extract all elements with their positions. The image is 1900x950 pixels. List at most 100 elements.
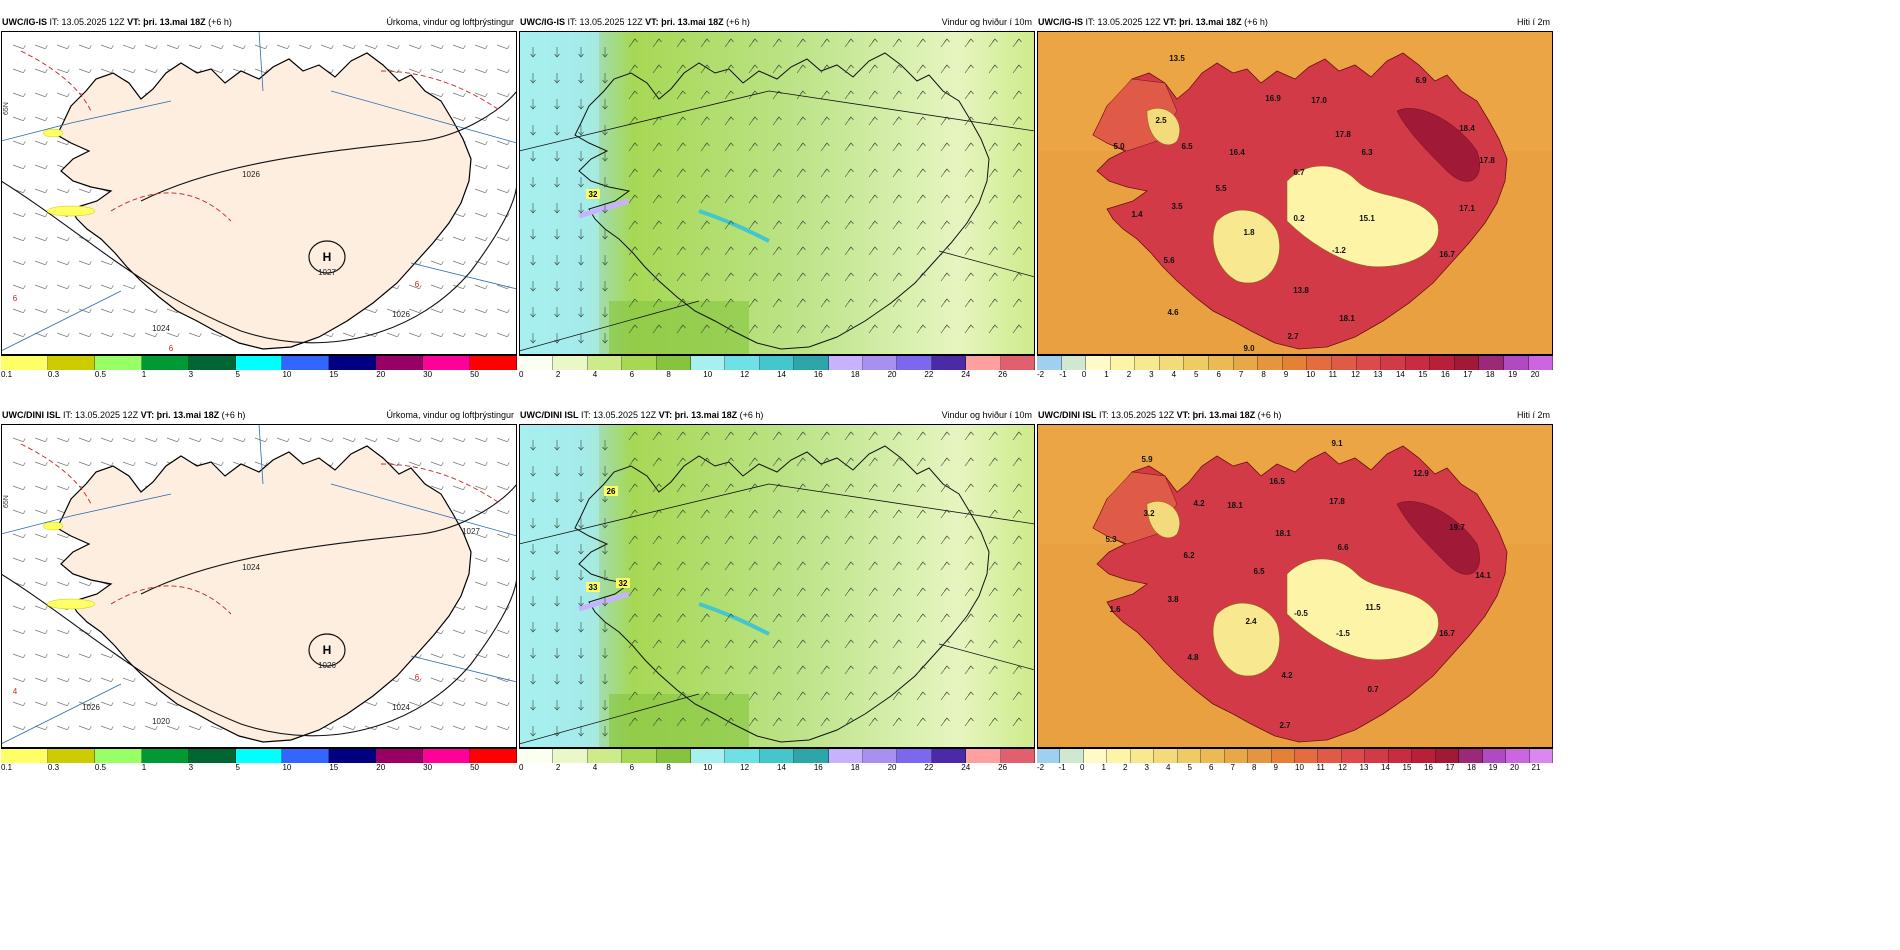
- temperature-label: 3.8: [1167, 595, 1179, 604]
- legend-swatch: [47, 749, 95, 763]
- panel-header: UWC/DINI ISL IT: 13.05.2025 12Z VT: þri.…: [1037, 408, 1553, 422]
- temperature-label: -0.5: [1294, 609, 1308, 618]
- valid-label: VT:: [140, 410, 155, 420]
- temperature-label: 13.5: [1169, 54, 1185, 63]
- legend-tick-label: 30: [423, 370, 433, 379]
- legend-tick-label: 8: [1252, 763, 1257, 772]
- legend-swatch: [1233, 356, 1259, 370]
- map-area[interactable]: 9.1 5.9 16.5 12.9 17.8 3.2 4.2 18.1 5.3 18.1 19.7 6…: [1037, 424, 1553, 748]
- temperature-label: 17.8: [1335, 130, 1351, 139]
- isobars: [1, 50, 517, 344]
- temperature-label: 0.7: [1367, 685, 1379, 694]
- legend-swatch: [828, 749, 864, 763]
- temperature-label: 16.9: [1265, 94, 1281, 103]
- wind-strong-sea-area: [519, 424, 599, 748]
- precip-contour-label: 6: [13, 294, 18, 303]
- legend-colorbar: [1037, 355, 1554, 370]
- legend-tick-label: 6: [629, 370, 635, 379]
- temperature-label: 13.8: [1293, 286, 1309, 295]
- legend-tick-label: 24: [961, 763, 971, 772]
- legend-swatch: [188, 356, 236, 370]
- legend-tick-label: 20: [887, 370, 897, 379]
- legend-tick-label: 19: [1508, 370, 1518, 379]
- legend-tick-label: -2: [1037, 370, 1045, 379]
- legend-swatch: [1061, 356, 1087, 370]
- legend-tick-label: 7: [1238, 370, 1244, 379]
- temperature-label: 2.5: [1155, 116, 1167, 125]
- gust-streak: [698, 602, 770, 636]
- panel-header: UWC/IG-IS IT: 13.05.2025 12Z VT: þri. 13…: [1037, 15, 1553, 29]
- temperature-label: 4.6: [1167, 308, 1179, 317]
- temperature-label: -1.2: [1332, 246, 1346, 255]
- temperature-zone-cold: [1212, 209, 1280, 284]
- legend-colorbar: [519, 748, 1036, 763]
- map-area[interactable]: 13.5 2.5 5.0 6.5 16.4 16.9 17.0 17.8 6.3 6.9 18.4 1…: [1037, 31, 1553, 355]
- temperature-label: 1.6: [1109, 605, 1121, 614]
- legend-swatch: [1365, 749, 1389, 763]
- temperature-label: 9.0: [1243, 344, 1255, 353]
- legend-swatch: [1177, 749, 1202, 763]
- legend-tick-label: 0: [519, 370, 524, 379]
- temperature-zone-glacier: [1286, 558, 1439, 661]
- map-area[interactable]: H 1020 1024 1024 1026 1026 1027 4 6: [1, 424, 517, 748]
- graticule: [519, 483, 1035, 545]
- temperature-label: 16.7: [1439, 629, 1455, 638]
- legend-tick-label: 17: [1463, 370, 1473, 379]
- legend-swatch: [1000, 749, 1036, 763]
- gust-label: 32: [589, 190, 598, 199]
- legend-tick-label: 4: [1171, 370, 1177, 379]
- panel-title: Hiti í 2m: [1516, 17, 1550, 27]
- gust-label-bg: [586, 189, 600, 199]
- legend-swatch: [1258, 356, 1283, 370]
- issue-time: IT: 13.05.2025 12Z: [567, 17, 643, 27]
- map-area[interactable]: H 1024 1026 1026 1027 6 6 6: [1, 31, 517, 355]
- map-area[interactable]: 32: [519, 31, 1035, 355]
- legend-swatch: [1083, 749, 1108, 763]
- temperature-label: 1.8: [1243, 228, 1255, 237]
- legend-swatch: [897, 356, 932, 370]
- legend-tick-label: 30: [423, 763, 433, 772]
- legend-tick-label: 5: [1187, 763, 1192, 772]
- legend-tick-label: 50: [470, 763, 479, 772]
- lead-time: (+6 h): [726, 17, 750, 27]
- temperature-label: 16.4: [1229, 148, 1245, 157]
- legend-tick-label: 16: [1424, 763, 1433, 772]
- legend-tick-label: 0.1: [1, 370, 13, 379]
- latitude-label: 65N: [3, 102, 10, 115]
- iceland-land: [56, 52, 472, 350]
- legend-swatch: [1506, 749, 1530, 763]
- temperature-zone-cold: [1146, 501, 1180, 538]
- panel-title: Hiti í 2m: [1516, 410, 1550, 420]
- temperature-label: 2.7: [1279, 721, 1291, 730]
- legend-swatch: [1318, 749, 1342, 763]
- legend-swatch: [1331, 356, 1357, 370]
- legend-swatch: [94, 356, 142, 370]
- legend-tick-label: 16: [1440, 370, 1450, 379]
- temperature-label: 6.5: [1181, 142, 1193, 151]
- temperature-label: 9.1: [1331, 439, 1343, 448]
- legend-swatch: [1307, 356, 1332, 370]
- legend-swatch: [587, 749, 623, 763]
- legend-tick-label: -2: [1037, 763, 1045, 772]
- legend-tick-label: 7: [1230, 763, 1235, 772]
- map-area[interactable]: 26 33 32: [519, 424, 1035, 748]
- legend-tick-label: 18: [850, 370, 860, 379]
- legend-ticks: -2 -1 0 1 2 3 4 5 6 7 8 9 10 11 12 13 14 15 16 17 18 19 20: [1037, 370, 1553, 381]
- precip-area: [46, 205, 96, 217]
- precip-contour-label: 6: [415, 673, 420, 682]
- precip-contour-label: 6: [169, 344, 174, 353]
- legend-swatch: [691, 356, 726, 370]
- graticule: [1, 424, 517, 745]
- legend-tick-label: 0: [1081, 370, 1087, 379]
- temperature-label: 17.1: [1459, 204, 1475, 213]
- wind-south-area: [609, 694, 749, 748]
- valid-label: VT:: [1176, 410, 1191, 420]
- legend-swatch: [235, 356, 283, 370]
- pressure-label: 1024: [152, 324, 170, 333]
- legend-tick-label: 14: [777, 763, 786, 772]
- legend-tick-label: 10: [1306, 370, 1316, 379]
- pressure-label: 1026: [392, 310, 410, 319]
- temperature-label: 18.1: [1275, 529, 1291, 538]
- legend-tick-label: 5: [1194, 370, 1199, 379]
- legend-tick-label: 10: [282, 763, 292, 772]
